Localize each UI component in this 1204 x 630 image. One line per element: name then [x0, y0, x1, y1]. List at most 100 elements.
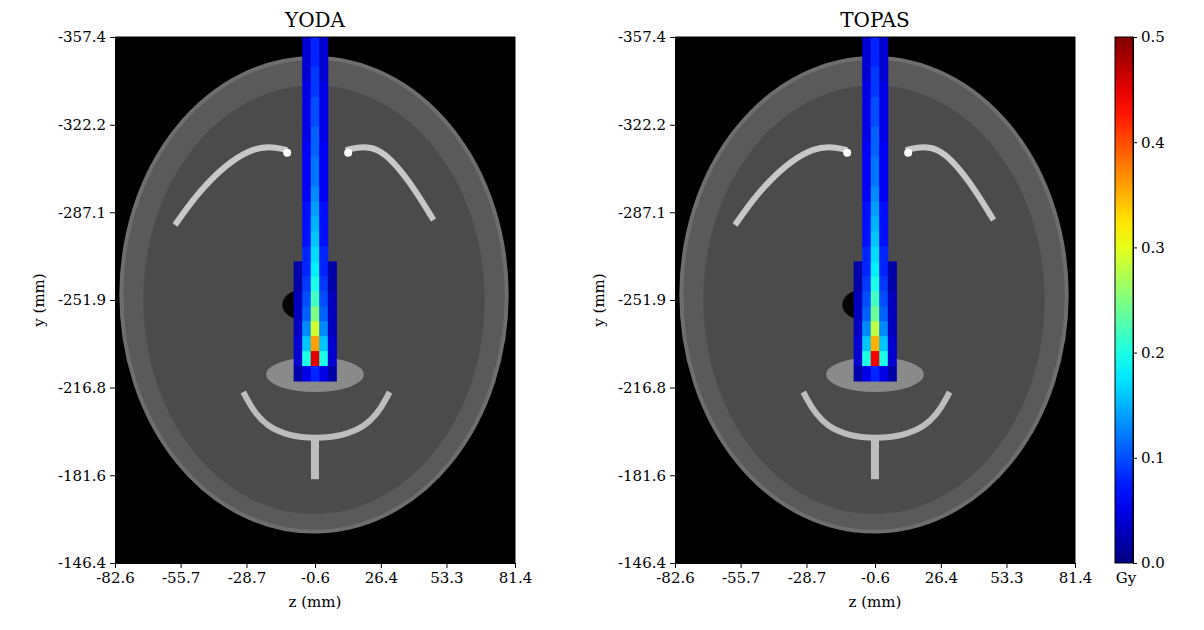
dose-cell [319, 291, 328, 306]
colorbar-axis-tick-mark [1133, 458, 1137, 459]
y-axis-tick-mark [110, 475, 115, 476]
dose-cell [862, 216, 871, 231]
colorbar-title: Gy [1116, 569, 1137, 587]
x-axis-title: z (mm) [849, 593, 902, 611]
x-axis-tick-label: 81.4 [1059, 569, 1092, 587]
colorbar-axis-tick-label: 0.2 [1141, 344, 1165, 362]
dose-cell [319, 231, 328, 246]
dose-cell [871, 52, 880, 67]
y-axis-tick: -146.4 [58, 554, 115, 572]
dose-cell [319, 216, 328, 231]
dose-cell [871, 112, 880, 127]
x-axis-tick: 53.3 [990, 563, 1023, 587]
dose-cell [319, 321, 328, 336]
dose-cell [871, 157, 880, 172]
dose-cell [294, 291, 303, 306]
dose-cell [319, 97, 328, 112]
dose-cell [862, 366, 871, 381]
y-axis-tick-label: -287.1 [618, 204, 666, 222]
ct-head [681, 58, 1066, 532]
x-axis-tick-label: 26.4 [365, 569, 398, 587]
dose-cell [311, 291, 320, 306]
colorbar-axis-tick: 0.2 [1133, 344, 1165, 362]
dose-cell [879, 231, 888, 246]
dose-cell [328, 336, 337, 351]
x-axis-tick-mark [381, 563, 382, 568]
dose-cell [879, 336, 888, 351]
dose-cell [871, 366, 880, 381]
dose-cell [311, 366, 320, 381]
colorbar-gradient [1115, 37, 1133, 563]
dose-cell [302, 67, 311, 82]
x-axis-tick-mark [246, 563, 247, 568]
dose-cell [328, 321, 337, 336]
dose-cell [871, 142, 880, 157]
y-axis-tick-mark [670, 388, 675, 389]
y-axis-line [110, 38, 116, 564]
x-axis-tick: -28.7 [788, 563, 826, 587]
dose-cell [862, 291, 871, 306]
dose-cell [319, 187, 328, 202]
dose-cell [871, 336, 880, 351]
panel: -82.6-55.7-28.7-0.626.453.381.4-357.4-32… [30, 8, 532, 611]
dose-cell [879, 187, 888, 202]
figure: -82.6-55.7-28.7-0.626.453.381.4-357.4-32… [0, 0, 1204, 630]
x-axis-tick-label: -0.6 [301, 569, 330, 587]
dose-cell [888, 336, 897, 351]
y-axis: -357.4-322.2-287.1-251.9-216.8-181.6-146… [58, 28, 116, 572]
x-axis-tick: 26.4 [925, 563, 958, 587]
y-axis-tick: -181.6 [58, 467, 115, 485]
dose-cell [302, 321, 311, 336]
panel: -82.6-55.7-28.7-0.626.453.381.4-357.4-32… [590, 8, 1092, 611]
dose-cell [302, 202, 311, 217]
ct-background [115, 37, 515, 563]
dose-cell [302, 37, 311, 52]
dose-cell [888, 351, 897, 366]
x-axis-tick-label: 53.3 [990, 569, 1023, 587]
dose-cell [862, 276, 871, 291]
dose-cell [294, 261, 303, 276]
y-axis-tick-mark [110, 125, 115, 126]
dose-cell [311, 112, 320, 127]
dose-cell [879, 276, 888, 291]
dose-cell [311, 246, 320, 261]
dose-cell [879, 82, 888, 97]
ct-head [121, 58, 506, 532]
y-axis-tick-label: -216.8 [58, 379, 106, 397]
x-axis: -82.6-55.7-28.7-0.626.453.381.4 [96, 563, 532, 587]
x-axis-tick: 53.3 [430, 563, 463, 587]
ct-mandible [735, 147, 847, 225]
dose-cell [302, 187, 311, 202]
dose-cell [302, 157, 311, 172]
ct-mandible [346, 147, 434, 220]
y-axis-tick-label: -146.4 [58, 554, 106, 572]
dose-cell [328, 261, 337, 276]
dose-cell [302, 261, 311, 276]
y-axis-tick-mark [110, 563, 115, 564]
dose-cell [319, 112, 328, 127]
dose-cell [879, 52, 888, 67]
x-axis-tick-mark [515, 563, 516, 568]
dose-cell [871, 276, 880, 291]
colorbar-axis-tick-label: 0.5 [1141, 28, 1165, 46]
dose-cell [862, 157, 871, 172]
frame [675, 37, 1075, 38]
panel-title: TOPAS [840, 8, 910, 32]
y-axis-tick: -251.9 [618, 291, 675, 309]
dose-cell [311, 261, 320, 276]
x-axis-tick: -28.7 [228, 563, 266, 587]
y-axis-tick: -287.1 [618, 204, 675, 222]
dose-cell [302, 142, 311, 157]
dose-cell [871, 187, 880, 202]
dose-cell [879, 246, 888, 261]
dose-cell [888, 276, 897, 291]
dose-cell [871, 67, 880, 82]
y-axis-tick-mark [110, 388, 115, 389]
y-axis-tick-mark [670, 37, 675, 38]
y-axis-line [670, 38, 676, 564]
x-axis-tick-label: 53.3 [430, 569, 463, 587]
y-axis-tick-label: -287.1 [58, 204, 106, 222]
x-axis-tick: -0.6 [301, 563, 330, 587]
dose-cell [871, 172, 880, 187]
dose-cell [302, 366, 311, 381]
